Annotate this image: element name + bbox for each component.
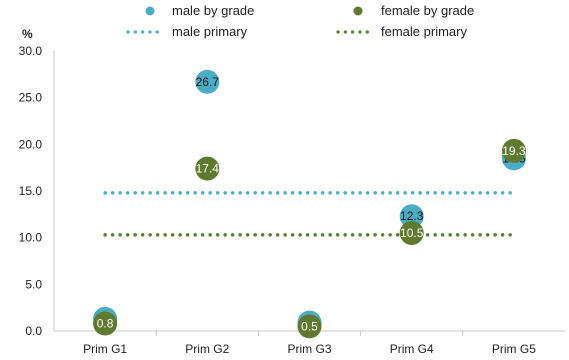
point-female-by-grade [399, 221, 424, 245]
y-tick-label: 15.0 [19, 184, 43, 198]
legend: male by grade female by grade male prima… [126, 3, 474, 39]
y-axis-ticks: 0.0 5.0 10.0 15.0 20.0 25.0 30.0 [19, 44, 43, 338]
point-male-by-grade [399, 204, 424, 229]
legend-item-female-by-grade: female by grade [353, 3, 474, 18]
legend-label-female-by-grade: female by grade [381, 3, 474, 18]
reference-lines [103, 191, 516, 237]
data-label-female-by-grade: 0.8 [97, 317, 114, 331]
legend-label-male-by-grade: male by grade [172, 3, 254, 18]
x-tick-label: Prim G2 [185, 342, 229, 356]
x-tick-label: Prim G4 [390, 342, 434, 356]
point-male-by-grade [195, 69, 220, 94]
y-unit-label: % [22, 27, 33, 41]
x-axis-ticks: Prim G1 Prim G2 Prim G3 Prim G4 Prim G5 [83, 331, 536, 356]
data-label-female-by-grade: 17.4 [196, 162, 220, 176]
legend-marker-female-by-grade [353, 6, 363, 16]
data-points: 1.326.70.912.318.50.817.40.510.519.3 [93, 69, 526, 339]
y-tick-label: 20.0 [19, 137, 43, 151]
point-female-by-grade [297, 314, 322, 339]
y-tick-label: 30.0 [19, 44, 43, 58]
y-tick-label: 0.0 [25, 324, 42, 338]
y-tick-label: 5.0 [25, 277, 42, 291]
data-label-male-by-grade: 12.3 [400, 209, 424, 223]
legend-marker-male-by-grade [145, 6, 155, 16]
data-label-female-by-grade: 0.5 [301, 319, 318, 333]
legend-item-female-primary: female primary [336, 24, 467, 39]
data-label-female-by-grade: 10.5 [400, 226, 424, 240]
legend-label-male-primary: male primary [172, 24, 248, 39]
legend-item-male-primary: male primary [126, 24, 248, 39]
y-tick-label: 10.0 [19, 231, 43, 245]
x-tick-label: Prim G5 [492, 342, 536, 356]
data-label-male-by-grade: 26.7 [196, 75, 220, 89]
x-tick-label: Prim G1 [83, 342, 127, 356]
legend-item-male-by-grade: male by grade [145, 3, 254, 18]
legend-label-female-primary: female primary [381, 24, 467, 39]
x-tick-label: Prim G3 [287, 342, 331, 356]
point-female-by-grade [501, 138, 526, 163]
point-female-by-grade [93, 311, 118, 336]
point-female-by-grade [195, 156, 220, 181]
y-tick-label: 25.0 [19, 91, 43, 105]
data-label-female-by-grade: 19.3 [502, 144, 526, 158]
